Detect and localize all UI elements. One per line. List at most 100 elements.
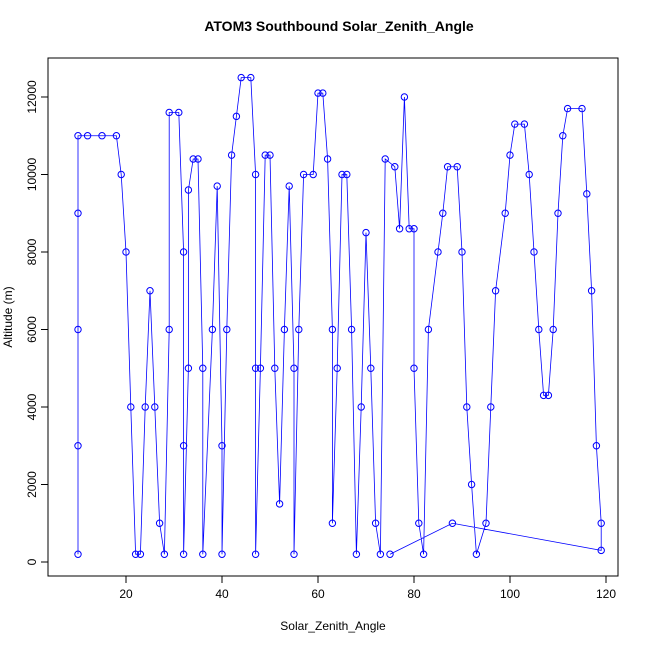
y-tick-label: 2000	[25, 471, 39, 498]
point	[290, 550, 298, 558]
point	[587, 287, 596, 295]
point	[467, 480, 476, 489]
point	[213, 182, 221, 190]
point	[251, 550, 260, 558]
point	[151, 403, 159, 411]
point	[386, 550, 394, 558]
point	[280, 325, 289, 334]
point	[160, 550, 169, 558]
point	[487, 403, 495, 411]
point	[271, 364, 279, 372]
point	[256, 364, 265, 372]
point	[410, 225, 418, 233]
point	[112, 132, 121, 140]
x-tick-label: 40	[215, 587, 229, 601]
point	[520, 120, 529, 128]
point	[415, 519, 423, 527]
point	[559, 132, 567, 140]
point	[74, 442, 82, 450]
point	[184, 364, 193, 372]
point	[98, 132, 106, 140]
point	[218, 550, 226, 558]
point	[549, 325, 557, 334]
point	[74, 209, 82, 217]
point	[141, 403, 149, 411]
point	[362, 228, 370, 237]
point	[74, 132, 82, 140]
point	[136, 550, 145, 558]
point	[352, 550, 361, 558]
point	[472, 550, 481, 558]
x-axis-label: Solar_Zenith_Angle	[280, 619, 386, 633]
point	[448, 519, 457, 527]
point	[251, 170, 260, 179]
point	[285, 182, 293, 190]
point	[199, 550, 207, 558]
point	[424, 325, 433, 334]
point	[275, 500, 284, 508]
x-tick-label: 20	[119, 587, 133, 601]
y-axis-label: Altitude (m)	[1, 286, 15, 347]
point	[376, 550, 385, 558]
point	[530, 248, 538, 256]
x-tick-label: 60	[311, 587, 325, 601]
point	[127, 403, 135, 411]
point	[266, 151, 274, 159]
point	[83, 132, 92, 140]
point	[328, 325, 337, 334]
point	[74, 550, 82, 558]
point	[333, 364, 341, 372]
point	[357, 403, 365, 411]
point	[453, 163, 461, 171]
point	[381, 155, 389, 163]
point	[535, 325, 543, 334]
point	[165, 108, 173, 117]
point	[554, 209, 562, 217]
point	[343, 170, 351, 179]
point	[146, 287, 154, 295]
point	[309, 170, 317, 179]
point	[501, 209, 509, 217]
point	[405, 225, 413, 233]
point	[184, 186, 193, 194]
series-line	[77, 77, 602, 555]
point	[227, 151, 236, 159]
point	[232, 112, 241, 121]
point	[194, 155, 202, 163]
x-tick-label: 120	[596, 587, 616, 601]
point	[367, 364, 375, 372]
point	[155, 519, 164, 527]
chart-title: ATOM3 Southbound Solar_Zenith_Angle	[204, 18, 474, 34]
y-tick-label: 6000	[25, 316, 39, 343]
plot-box	[47, 57, 619, 577]
point	[400, 93, 409, 101]
point	[179, 248, 188, 256]
point	[463, 403, 471, 411]
point	[544, 391, 553, 400]
point	[371, 519, 380, 527]
point	[179, 442, 188, 450]
point	[525, 170, 533, 179]
point	[410, 364, 418, 372]
point	[563, 104, 572, 113]
point	[251, 364, 260, 372]
point	[261, 151, 269, 159]
point	[218, 442, 226, 450]
point	[237, 73, 245, 82]
point	[189, 155, 197, 163]
point	[165, 325, 173, 334]
point	[122, 248, 130, 256]
point	[419, 550, 428, 558]
x-tick-label: 100	[500, 587, 520, 601]
point	[208, 325, 217, 334]
point	[175, 108, 183, 117]
point	[458, 248, 466, 256]
y-tick-label: 10000	[25, 157, 39, 191]
point	[539, 391, 548, 400]
point	[247, 73, 255, 82]
point	[314, 89, 322, 97]
x-tick-label: 80	[407, 587, 421, 601]
y-tick-label: 0	[25, 558, 39, 565]
point	[434, 248, 442, 256]
